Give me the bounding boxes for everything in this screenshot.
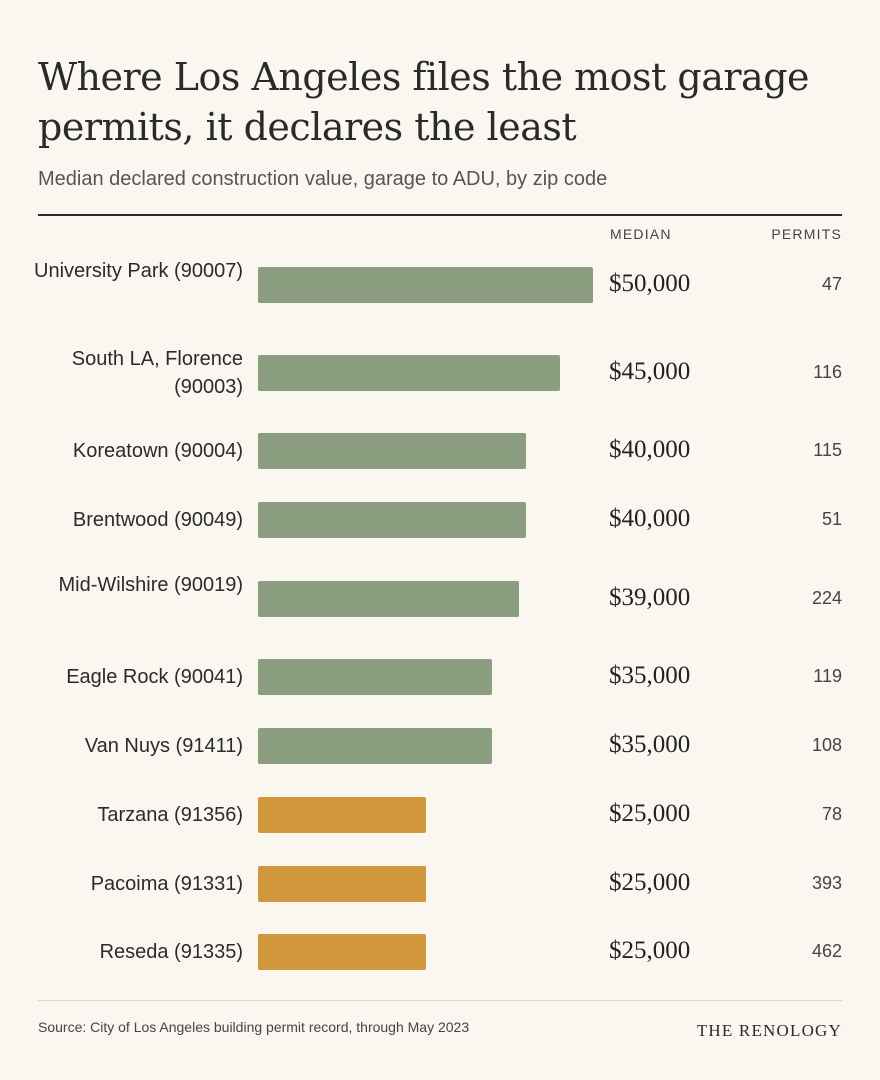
bar-label: Reseda (91335): [99, 941, 243, 963]
bar-label: Van Nuys (91411): [84, 735, 243, 757]
median-column-header: MEDIAN: [610, 226, 672, 242]
bar: [258, 581, 519, 617]
median-value-label: $35,000: [609, 731, 691, 758]
median-value-label: $45,000: [609, 358, 691, 385]
bar-label: Tarzana (91356): [97, 804, 243, 826]
bar-label: South LA, Florence (90003): [71, 348, 243, 398]
brand-logo: THE RENOLOGY: [696, 1021, 842, 1040]
permit-count-label: 78: [821, 804, 842, 824]
bar: [258, 355, 560, 391]
bar: [258, 502, 526, 538]
bar: [258, 797, 426, 833]
bar: [258, 934, 426, 970]
permit-count-label: 108: [811, 735, 842, 755]
footer-rule: [38, 1000, 842, 1001]
median-value-label: $40,000: [609, 436, 691, 463]
permit-count-label: 51: [821, 509, 842, 529]
permit-count-label: 115: [813, 440, 842, 460]
permit-count-label: 462: [811, 941, 842, 961]
permit-count-label: 119: [813, 666, 842, 686]
bar: [258, 866, 426, 902]
chart-title: Where Los Angeles files the most garage …: [38, 55, 810, 149]
bar: [258, 267, 593, 303]
bar-label: Pacoima (91331): [90, 873, 243, 895]
permit-count-label: 47: [821, 274, 842, 294]
bar: [258, 659, 492, 695]
bar-label: Mid-Wilshire (90019): [58, 574, 244, 596]
permit-count-label: 224: [811, 588, 842, 608]
median-value-label: $39,000: [609, 584, 691, 611]
median-value-label: $25,000: [609, 869, 691, 896]
permits-column-header: PERMITS: [771, 226, 842, 242]
median-value-label: $25,000: [609, 800, 691, 827]
bar-label: Eagle Rock (90041): [66, 666, 243, 688]
chart-subtitle: Median declared construction value, gara…: [38, 168, 608, 190]
median-value-label: $50,000: [609, 270, 691, 297]
header-rule: [38, 214, 842, 216]
source-note: Source: City of Los Angeles building per…: [38, 1019, 470, 1035]
bar-label: University Park (90007): [34, 260, 243, 282]
permit-count-label: 116: [813, 362, 842, 382]
median-value-label: $25,000: [609, 937, 691, 964]
median-value-label: $35,000: [609, 662, 691, 689]
bar: [258, 433, 526, 469]
bar-label: Brentwood (90049): [72, 509, 243, 531]
bar: [258, 728, 492, 764]
permit-count-label: 393: [811, 873, 842, 893]
bar-label: Koreatown (90004): [72, 440, 243, 462]
median-value-label: $40,000: [609, 505, 691, 532]
